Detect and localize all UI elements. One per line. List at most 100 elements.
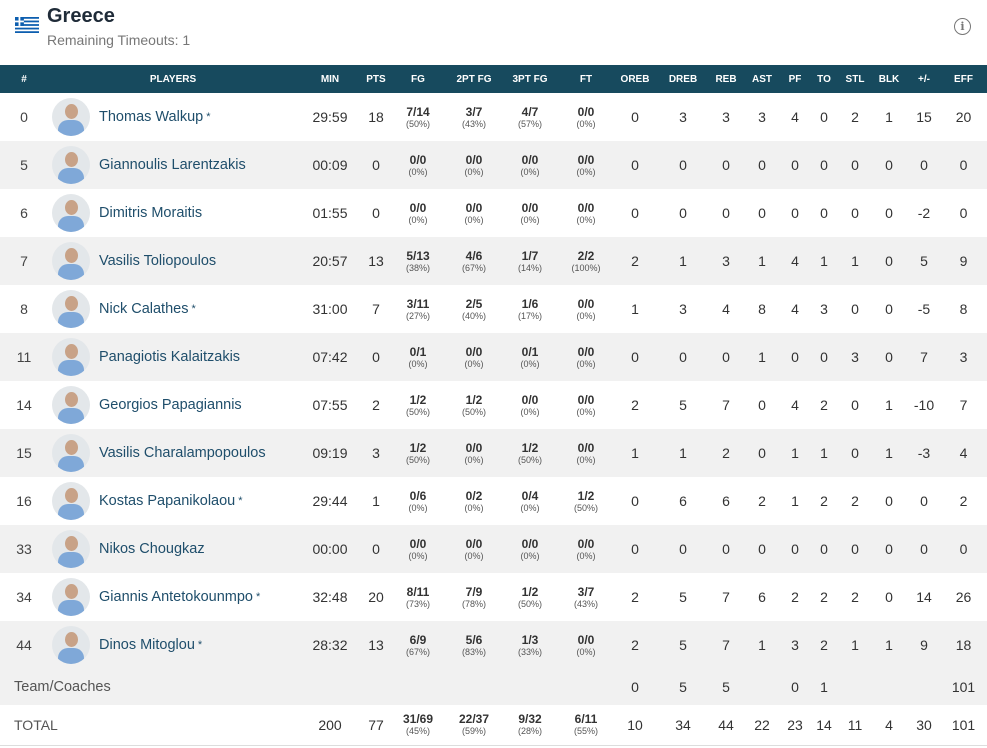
three-point-fg: 4/7 (57%) <box>502 93 558 141</box>
two-point-fg: 5/6 (83%) <box>446 621 502 669</box>
player-info: Dimitris Moraitis <box>48 194 298 232</box>
total-ft-made: 6/11 <box>574 712 598 727</box>
free-throws-pct: (100%) <box>571 262 601 273</box>
free-throws-pct: (0%) <box>576 406 596 417</box>
player-name-link[interactable]: Giannoulis Larentzakis <box>99 157 246 173</box>
points: 0 <box>372 157 380 173</box>
stat-pm: 5 <box>920 253 928 269</box>
three-point-fg-pct: (0%) <box>520 166 540 177</box>
column-header-pf[interactable]: PF <box>788 73 802 85</box>
column-header-plus-minus[interactable]: +/- <box>918 73 930 85</box>
stat-eff: 20 <box>955 109 972 125</box>
player-avatar <box>52 338 90 376</box>
stat-stl: 2 <box>851 589 859 605</box>
stat-dreb: 0 <box>679 349 687 365</box>
player-cell: Giannoulis Larentzakis <box>48 141 298 189</box>
column-header-eff[interactable]: EFF <box>954 73 973 85</box>
stat-oreb: 0 <box>631 493 639 509</box>
player-avatar <box>52 386 90 424</box>
column-header-fg[interactable]: FG <box>411 73 425 85</box>
field-goals-made: 0/0 <box>409 536 427 551</box>
three-point-fg-pct: (33%) <box>517 646 542 657</box>
stat-dreb: 6 <box>679 493 687 509</box>
player-avatar <box>52 146 90 184</box>
player-name-link[interactable]: Thomas Walkup <box>99 109 204 125</box>
stat-pf: 0 <box>791 349 799 365</box>
stat-oreb: 1 <box>631 445 639 461</box>
stat-eff: 2 <box>959 493 968 509</box>
total-fg-pct: (45%) <box>405 726 430 737</box>
three-point-fg-made: 1/2 <box>521 440 539 455</box>
stat-eff: 0 <box>959 205 968 221</box>
player-name-link[interactable]: Nikos Chougkaz <box>99 541 205 557</box>
column-header-stl[interactable]: STL <box>845 73 865 85</box>
two-point-fg-made: 0/2 <box>465 488 483 503</box>
player-name-link[interactable]: Dinos Mitoglou <box>99 637 195 653</box>
field-goals: 7/14 (50%) <box>390 93 446 141</box>
jersey-number: 0 <box>20 109 28 125</box>
stat-to: 1 <box>820 445 828 461</box>
stat-pf: 4 <box>791 397 799 413</box>
stat-dreb: 0 <box>679 205 687 221</box>
two-point-fg: 1/2 (50%) <box>446 381 502 429</box>
stat-oreb: 0 <box>631 109 639 125</box>
player-name-link[interactable]: Vasilis Toliopoulos <box>99 253 217 269</box>
field-goals-pct: (50%) <box>405 406 430 417</box>
column-header-oreb[interactable]: OREB <box>620 73 650 85</box>
table-header-row: # PLAYERS MIN PTS FG 2PT FG 3PT FG FT OREB DREB RE… <box>0 65 987 93</box>
free-throws: 0/0 (0%) <box>558 285 614 333</box>
points: 13 <box>368 253 384 269</box>
column-header-dreb[interactable]: DREB <box>668 73 698 85</box>
points: 1 <box>372 493 380 509</box>
free-throws-made: 0/0 <box>577 104 595 119</box>
player-name-link[interactable]: Nick Calathes <box>99 301 189 317</box>
stat-to: 0 <box>820 349 828 365</box>
two-point-fg-made: 0/0 <box>465 200 483 215</box>
player-name-link[interactable]: Dimitris Moraitis <box>99 205 203 221</box>
column-header-blk[interactable]: BLK <box>878 73 900 85</box>
three-point-fg-pct: (0%) <box>520 502 540 513</box>
team-stl <box>840 669 870 705</box>
jersey-number: 16 <box>16 493 32 509</box>
stat-reb: 2 <box>722 445 730 461</box>
column-header-number[interactable]: # <box>21 73 27 85</box>
two-point-fg-pct: (83%) <box>461 646 486 657</box>
stat-pf: 1 <box>791 445 799 461</box>
player-info: Panagiotis Kalaitzakis <box>48 338 298 376</box>
free-throws-made: 3/7 <box>577 584 595 599</box>
player-name-link[interactable]: Giannis Antetokounmpo <box>99 589 253 605</box>
team-ast <box>742 669 782 705</box>
column-header-min[interactable]: MIN <box>320 73 340 85</box>
player-name-link[interactable]: Georgios Papagiannis <box>99 397 242 413</box>
minutes: 00:09 <box>312 157 348 173</box>
three-point-fg-pct: (0%) <box>520 214 540 225</box>
three-point-fg: 0/0 (0%) <box>502 381 558 429</box>
player-name-link[interactable]: Panagiotis Kalaitzakis <box>99 349 241 365</box>
stat-dreb: 0 <box>679 157 687 173</box>
column-header-reb[interactable]: REB <box>715 73 737 85</box>
stat-to: 2 <box>820 589 828 605</box>
team-coaches-row: Team/Coaches 0 5 5 0 1 101 <box>0 669 987 705</box>
total-min: 200 <box>318 716 342 733</box>
stat-reb: 4 <box>722 301 730 317</box>
column-header-ft[interactable]: FT <box>579 73 593 85</box>
player-name-link[interactable]: Vasilis Charalampopoulos <box>99 445 266 461</box>
player-name-link[interactable]: Kostas Papanikolaou <box>99 493 236 509</box>
column-header-pts[interactable]: PTS <box>366 73 386 85</box>
column-header-3pt-fg[interactable]: 3PT FG <box>512 73 548 85</box>
info-icon[interactable]: i <box>954 18 971 35</box>
column-header-2pt-fg[interactable]: 2PT FG <box>456 73 492 85</box>
player-cell: Kostas Papanikolaou * <box>48 477 298 525</box>
column-header-players[interactable]: PLAYERS <box>149 73 197 85</box>
player-info: Giannoulis Larentzakis <box>48 146 298 184</box>
column-header-ast[interactable]: AST <box>752 73 772 85</box>
stat-pm: -2 <box>917 205 931 221</box>
two-point-fg-made: 0/0 <box>465 536 483 551</box>
team-coaches-label: Team/Coaches <box>14 679 111 695</box>
player-avatar <box>52 98 90 136</box>
stat-ast: 0 <box>758 397 766 413</box>
stat-pm: 9 <box>920 637 928 653</box>
team-reb: 5 <box>722 679 730 695</box>
column-header-to[interactable]: TO <box>817 73 831 85</box>
team-blk <box>870 669 908 705</box>
